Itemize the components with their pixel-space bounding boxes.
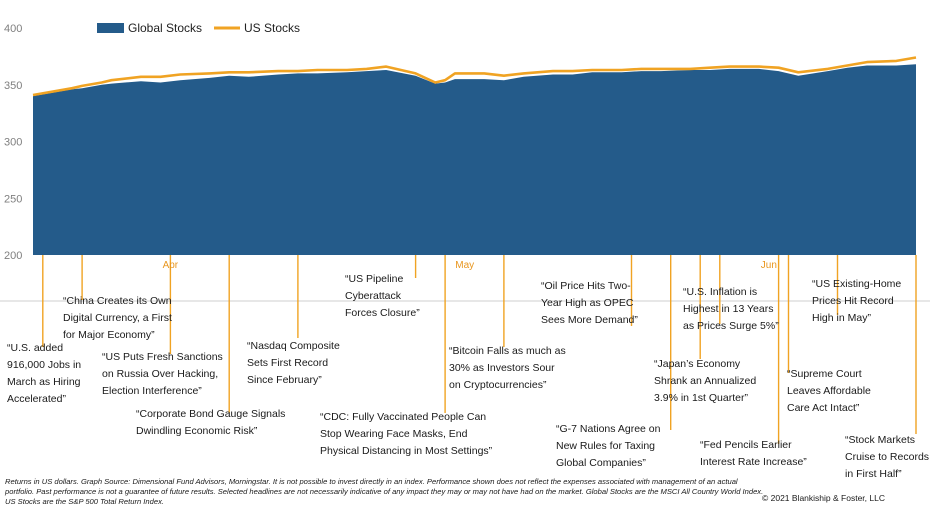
y-axis: 200 250 300 350 400 xyxy=(0,23,930,302)
y-tick-label: 350 xyxy=(4,80,22,92)
y-tick-label: 200 xyxy=(4,250,22,262)
series-layer xyxy=(32,56,917,255)
footnote: Returns in US dollars. Graph Source: Dim… xyxy=(5,477,764,506)
headline-annotation: “Supreme Court Leaves Affordable Care Ac… xyxy=(787,368,871,414)
headline-annotation: “US Pipeline Cyberattack Forces Closure” xyxy=(345,273,420,319)
copyright: © 2021 Blankiship & Foster, LLC xyxy=(762,493,885,503)
headline-annotation: “US Existing-Home Prices Hit Record High… xyxy=(812,278,902,324)
headline-annotation: “Bitcoin Falls as much as 30% as Investo… xyxy=(449,345,566,391)
month-label: Apr xyxy=(163,260,179,271)
headline-annotation: “US Puts Fresh Sanctions on Russia Over … xyxy=(102,351,223,397)
y-tick-label: 250 xyxy=(4,193,22,205)
headline-annotation: “Stock Markets Cruise to Records in Firs… xyxy=(845,434,930,480)
headline-annotation: “U.S. Inflation is Highest in 13 Years a… xyxy=(683,286,779,332)
y-tick-label: 300 xyxy=(4,137,22,149)
legend-swatch-global-stocks xyxy=(97,23,124,33)
legend: Global Stocks US Stocks xyxy=(97,21,300,35)
legend-label-us-stocks: US Stocks xyxy=(244,21,300,35)
headline-annotation: “Oil Price Hits Two- Year High as OPEC S… xyxy=(541,280,638,326)
month-label: Jun xyxy=(761,260,777,271)
headline-annotation: “Japan’s Economy Shrank an Annualized 3.… xyxy=(654,358,757,404)
global-stocks-area xyxy=(33,64,916,255)
headline-annotation: “Nasdaq Composite Sets First Record Sinc… xyxy=(247,340,340,386)
headline-annotation: “U.S. added 916,000 Jobs in March as Hir… xyxy=(7,342,82,405)
headline-annotation: “G-7 Nations Agree on New Rules for Taxi… xyxy=(556,423,661,469)
legend-label-global-stocks: Global Stocks xyxy=(128,21,202,35)
headline-annotation: “China Creates its Own Digital Currency,… xyxy=(63,295,172,341)
y-tick-label: 400 xyxy=(4,23,22,35)
headline-annotation: “CDC: Fully Vaccinated People Can Stop W… xyxy=(320,411,493,457)
headline-annotation: “Corporate Bond Gauge Signals Dwindling … xyxy=(136,408,286,437)
month-labels: Apr May Jun xyxy=(163,260,777,271)
month-label: May xyxy=(455,260,474,271)
headline-annotation: “Fed Pencils Earlier Interest Rate Incre… xyxy=(700,439,807,468)
annotation-lines xyxy=(42,255,917,444)
us-stocks-line xyxy=(32,56,917,97)
